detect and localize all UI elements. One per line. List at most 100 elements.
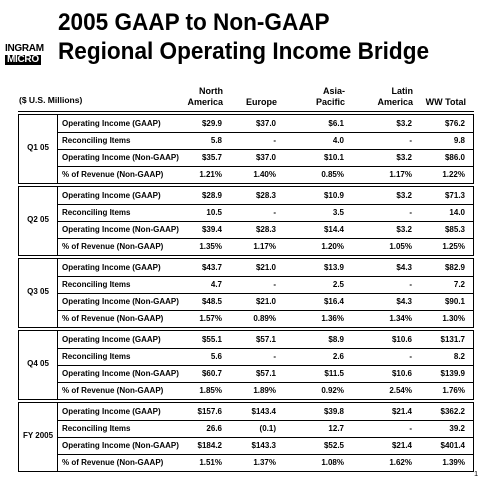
cell-latin-america: - [409,280,412,289]
cell-europe: $143.4 [251,407,276,416]
table-row: % of Revenue (Non-GAAP) 1.35% 1.17% 1.20% 1.… [58,238,473,255]
cell-ww-total: 8.2 [453,352,465,361]
logo-line1: INGRAM [5,43,44,54]
cell-north-america: 1.21% [199,170,222,179]
cell-latin-america: 1.34% [389,314,412,323]
cell-asia-pacific: $13.9 [323,263,344,272]
row-label: % of Revenue (Non-GAAP) [62,386,164,395]
cell-europe: - [273,208,276,217]
cell-europe: - [273,136,276,145]
period-label: FY 2005 [22,431,54,440]
row-label: Operating Income (GAAP) [62,263,161,272]
cell-asia-pacific: 4.0 [332,136,344,145]
cell-ww-total: 14.0 [449,208,465,217]
table-row: % of Revenue (Non-GAAP) 1.57% 0.89% 1.36% 1.… [58,310,473,327]
cell-europe: $57.1 [255,369,276,378]
cell-north-america: $184.2 [197,441,222,450]
row-label: Operating Income (Non-GAAP) [62,225,179,234]
cell-asia-pacific: $6.1 [328,119,344,128]
section-fy-2005: FY 2005 Operating Income (GAAP) $157.6 $143… [18,402,474,472]
cell-north-america: $48.5 [201,297,222,306]
page-number: 1 [474,471,478,478]
cell-latin-america: $21.4 [391,441,412,450]
cell-latin-america: $10.6 [391,369,412,378]
cell-europe: $21.0 [255,297,276,306]
cell-ww-total: 1.39% [442,458,465,467]
cell-latin-america: 1.17% [389,170,412,179]
cell-europe: $143.3 [251,441,276,450]
column-header-europe: Europe [245,97,277,107]
cell-latin-america: $3.2 [396,153,412,162]
cell-europe: 0.89% [253,314,276,323]
section-q3-05: Q3 05 Operating Income (GAAP) $43.7 $21.0 $1… [18,258,474,328]
cell-ww-total: $71.3 [444,191,465,200]
cell-latin-america: 2.54% [389,386,412,395]
cell-north-america: $39.4 [201,225,222,234]
cell-ww-total: $362.2 [440,407,465,416]
header-rule [18,111,474,112]
cell-asia-pacific: $52.5 [323,441,344,450]
cell-north-america: 1.35% [199,242,222,251]
cell-ww-total: $86.0 [444,153,465,162]
cell-asia-pacific: $16.4 [323,297,344,306]
row-label: Reconciling Items [62,424,131,433]
cell-latin-america: - [409,424,412,433]
cell-latin-america: - [409,352,412,361]
cell-north-america: 1.85% [199,386,222,395]
ingram-micro-logo: INGRAM MICRO [5,44,53,65]
cell-latin-america: $4.3 [396,263,412,272]
cell-asia-pacific: 1.20% [321,242,344,251]
cell-latin-america: 1.62% [389,458,412,467]
cell-latin-america: 1.05% [389,242,412,251]
cell-europe: $37.0 [255,153,276,162]
cell-latin-america: $4.3 [396,297,412,306]
row-label: Reconciling Items [62,352,131,361]
row-label: Reconciling Items [62,280,131,289]
cell-ww-total: 9.8 [453,136,465,145]
cell-europe: $37.0 [255,119,276,128]
table-row: % of Revenue (Non-GAAP) 1.85% 1.89% 0.92% 2.… [58,382,473,399]
row-label: Operating Income (Non-GAAP) [62,441,179,450]
cell-ww-total: 39.2 [449,424,465,433]
cell-latin-america: $21.4 [391,407,412,416]
cell-north-america: 26.6 [206,424,222,433]
cell-asia-pacific: 2.6 [332,352,344,361]
table-row: Operating Income (GAAP) $43.7 $21.0 $13.9 $4… [58,259,473,277]
cell-north-america: $29.9 [201,119,222,128]
cell-latin-america: $3.2 [396,119,412,128]
table-row: Operating Income (GAAP) $29.9 $37.0 $6.1 $3.… [58,115,473,133]
table-row: Reconciling Items 5.8 - 4.0 - 9.8 [58,132,473,150]
period-label: Q4 05 [27,359,49,368]
cell-asia-pacific: $39.8 [323,407,344,416]
cell-asia-pacific: $10.9 [323,191,344,200]
table-row: Operating Income (Non-GAAP) $184.2 $143.3 $… [58,437,473,455]
cell-ww-total: $76.2 [444,119,465,128]
table-row: Operating Income (Non-GAAP) $35.7 $37.0 $10… [58,149,473,167]
section-divider [57,115,58,183]
cell-ww-total: 1.76% [442,386,465,395]
column-header-asia-pacific: Asia- Pacific [315,86,345,107]
table-row: Operating Income (GAAP) $157.6 $143.4 $39.8… [58,403,473,421]
cell-north-america: $55.1 [201,335,222,344]
cell-europe: $28.3 [255,225,276,234]
row-label: % of Revenue (Non-GAAP) [62,170,164,179]
cell-north-america: 1.57% [199,314,222,323]
period-label: Q1 05 [27,143,49,152]
section-divider [57,331,58,399]
table-row: Reconciling Items 5.6 - 2.6 - 8.2 [58,348,473,366]
cell-latin-america: - [409,136,412,145]
cell-asia-pacific: 0.92% [321,386,344,395]
cell-latin-america: $10.6 [391,335,412,344]
title-line1: 2005 GAAP to Non-GAAP [58,9,330,36]
cell-ww-total: 1.22% [442,170,465,179]
table-row: % of Revenue (Non-GAAP) 1.21% 1.40% 0.85% 1.… [58,166,473,183]
table-row: Operating Income (Non-GAAP) $60.7 $57.1 $11… [58,365,473,383]
cell-europe: $57.1 [255,335,276,344]
cell-europe: 1.40% [253,170,276,179]
table-row: Reconciling Items 10.5 - 3.5 - 14.0 [58,204,473,222]
cell-europe: 1.89% [253,386,276,395]
row-label: Operating Income (GAAP) [62,407,161,416]
cell-north-america: $35.7 [201,153,222,162]
cell-north-america: 5.6 [210,352,222,361]
row-label: Operating Income (Non-GAAP) [62,153,179,162]
